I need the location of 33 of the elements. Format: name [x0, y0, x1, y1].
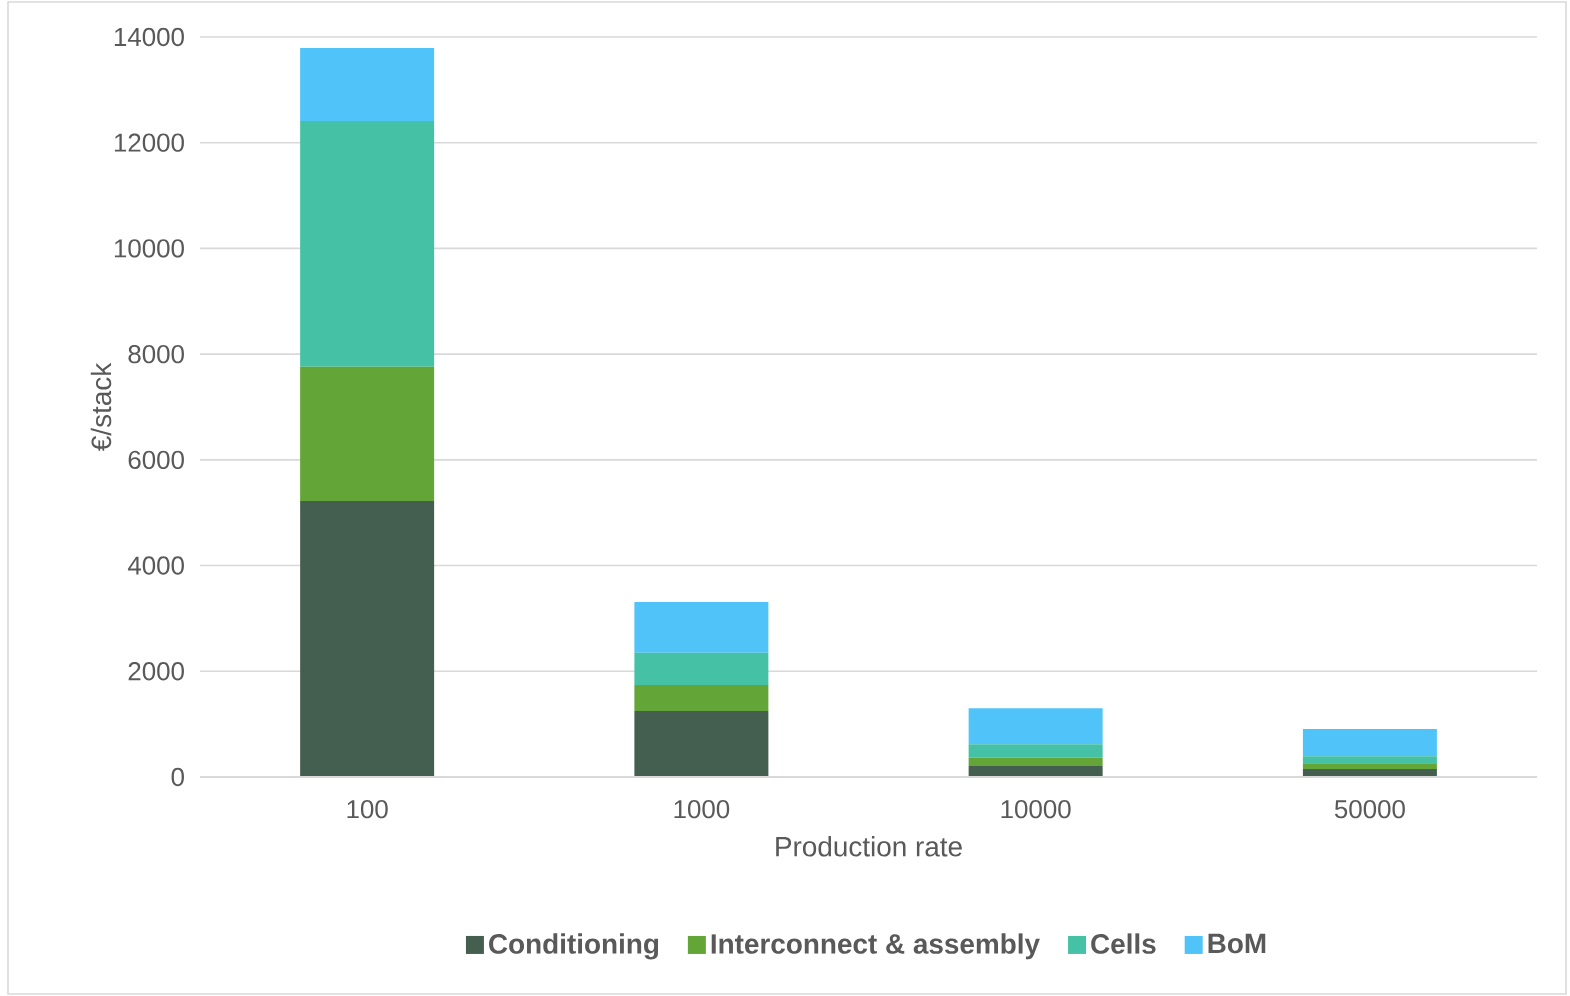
y-tick-label: 2000 — [128, 662, 184, 681]
bar — [300, 121, 435, 367]
bar — [634, 685, 769, 711]
y-tick-label: 14000 — [114, 27, 184, 47]
x-axis-title: Production rate — [776, 836, 962, 857]
bar — [634, 652, 769, 686]
x-tick-label: 100 — [347, 800, 388, 819]
bar — [968, 765, 1103, 777]
bar — [1302, 756, 1437, 764]
y-tick-label: 12000 — [114, 133, 184, 152]
legend-label: Interconnect & assembly — [711, 933, 1040, 960]
y-tick-label: 6000 — [128, 450, 184, 469]
legend-label: BoM — [1208, 933, 1266, 954]
x-tick-label: 1000 — [674, 800, 730, 819]
x-tick-label: 50000 — [1334, 800, 1405, 819]
y-tick-label: 10000 — [114, 239, 184, 258]
y-tick-label: 4000 — [127, 556, 184, 575]
legend-label: Cells — [1091, 933, 1156, 954]
bar — [968, 708, 1103, 745]
bar — [968, 757, 1103, 766]
bar — [300, 501, 435, 777]
y-tick-label: 0 — [171, 767, 184, 787]
x-tick-label: 10000 — [1001, 800, 1071, 819]
bar — [634, 602, 769, 653]
bar — [1302, 728, 1437, 757]
bar — [1302, 763, 1437, 770]
bar — [300, 366, 435, 502]
bar — [300, 48, 435, 122]
y-axis-title: €/stack — [90, 362, 112, 451]
bar — [968, 744, 1103, 758]
legend-label: Conditioning — [489, 933, 659, 960]
bar — [634, 710, 769, 777]
y-tick-label: 8000 — [128, 344, 184, 364]
